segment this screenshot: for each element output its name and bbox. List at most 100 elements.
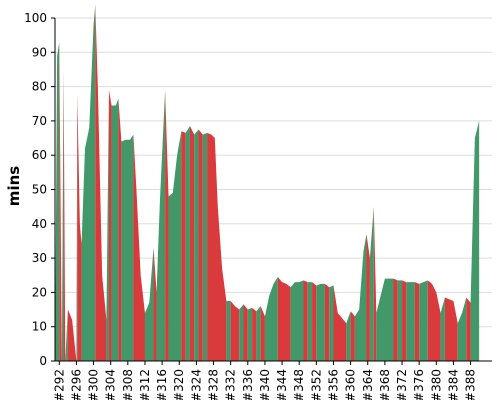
x-tick-label: #360 [344, 369, 358, 400]
area-segment [419, 280, 428, 361]
x-tick-label: #368 [378, 369, 392, 400]
x-tick-label: #372 [395, 369, 409, 400]
area-segment [427, 280, 441, 361]
y-tick-label: 50 [32, 183, 47, 197]
area-segment [77, 93, 82, 362]
y-tick-label: 40 [32, 217, 47, 231]
x-tick-label: #336 [241, 369, 255, 400]
area-segment [329, 285, 334, 361]
x-tick-label: #308 [121, 369, 135, 400]
x-tick-label: #332 [224, 369, 238, 400]
x-tick-label: #376 [412, 369, 426, 400]
area-segment [59, 42, 62, 361]
area-segment [226, 300, 231, 361]
area-segment [118, 98, 122, 361]
x-tick-label: #348 [292, 369, 306, 400]
x-tick-label: #320 [172, 369, 186, 400]
area-segment [153, 247, 157, 361]
area-segment [414, 282, 420, 361]
y-tick-label: 30 [32, 251, 47, 265]
area-segment [168, 131, 182, 361]
y-tick-label: 60 [32, 148, 47, 162]
x-tick-label: #296 [69, 369, 83, 400]
area-segment [121, 134, 134, 361]
area-segment [81, 4, 96, 362]
area-segment [440, 297, 445, 361]
x-tick-label: #344 [275, 369, 289, 400]
area-segment [402, 280, 407, 361]
area-segment [252, 307, 257, 361]
y-tick-label: 20 [32, 285, 47, 299]
area-segment [247, 307, 253, 361]
area-segment [61, 69, 64, 361]
area-segment [264, 276, 278, 361]
area-segment [144, 247, 154, 361]
x-tick-label: #356 [326, 369, 340, 400]
x-tick-label: #328 [207, 369, 221, 400]
area-segment [369, 206, 374, 361]
area-segment [316, 283, 325, 361]
x-tick-label: #340 [258, 369, 272, 400]
x-tick-label: #292 [52, 369, 66, 400]
x-tick-labels: #292 #296 #300 #304 #308 #312 #316 #320 #324 #328… [52, 361, 478, 400]
y-tick-label: 90 [32, 45, 47, 59]
area-segment [230, 300, 240, 361]
area-segment [202, 132, 208, 361]
y-tick-label: 70 [32, 114, 47, 128]
area-segment [333, 285, 347, 361]
x-tick-label: #324 [189, 369, 203, 400]
y-axis-label: mins [5, 166, 23, 206]
y-tick-label: 10 [32, 320, 47, 334]
area-segment [324, 283, 330, 361]
area-segment [243, 304, 248, 361]
area-segment [181, 131, 186, 361]
area-segment [65, 309, 68, 361]
y-tick-label: 80 [32, 80, 47, 94]
y-tick-label: 100 [24, 11, 47, 25]
x-tick-label: #316 [155, 369, 169, 400]
area-segment [466, 297, 471, 361]
area-segment [198, 129, 203, 361]
x-tick-label: #304 [104, 369, 118, 400]
area-segment [373, 206, 377, 361]
area-segment [207, 132, 227, 361]
area-series [55, 4, 480, 362]
area-segment [106, 90, 109, 361]
area-segment [76, 93, 78, 362]
x-tick-label: #300 [87, 369, 101, 400]
area-segment [165, 90, 169, 361]
area-segment [444, 297, 458, 361]
area-segment [67, 309, 77, 361]
y-tick-label: 0 [39, 354, 47, 368]
area-segment [366, 234, 370, 361]
area-segment [108, 90, 112, 361]
area-segment [194, 129, 199, 361]
area-segment [406, 282, 415, 361]
x-tick-label: #364 [361, 369, 375, 400]
x-tick-label: #384 [446, 369, 460, 400]
area-segment [393, 278, 398, 361]
area-segment [111, 98, 119, 361]
x-tick-label: #388 [464, 369, 478, 400]
area-segment [354, 234, 367, 361]
area-segment [189, 126, 195, 361]
area-segment [277, 276, 291, 361]
area-segment [346, 311, 351, 361]
area-segment [397, 280, 403, 361]
area-segment [55, 42, 60, 361]
area-segment [312, 282, 317, 361]
area-segment [95, 4, 107, 362]
area-segment [260, 306, 265, 361]
area-segment [303, 280, 308, 361]
area-segment [376, 278, 394, 361]
area-segment [63, 69, 66, 361]
x-tick-label: #380 [429, 369, 443, 400]
area-segment [133, 134, 145, 361]
area-segment [307, 282, 313, 361]
area-segment [256, 306, 261, 361]
area-segment [457, 297, 467, 361]
area-segment [350, 311, 355, 361]
area-segment [239, 304, 244, 361]
y-tick-labels: 0 10 20 30 40 50 60 70 80 90 100 [24, 11, 55, 368]
